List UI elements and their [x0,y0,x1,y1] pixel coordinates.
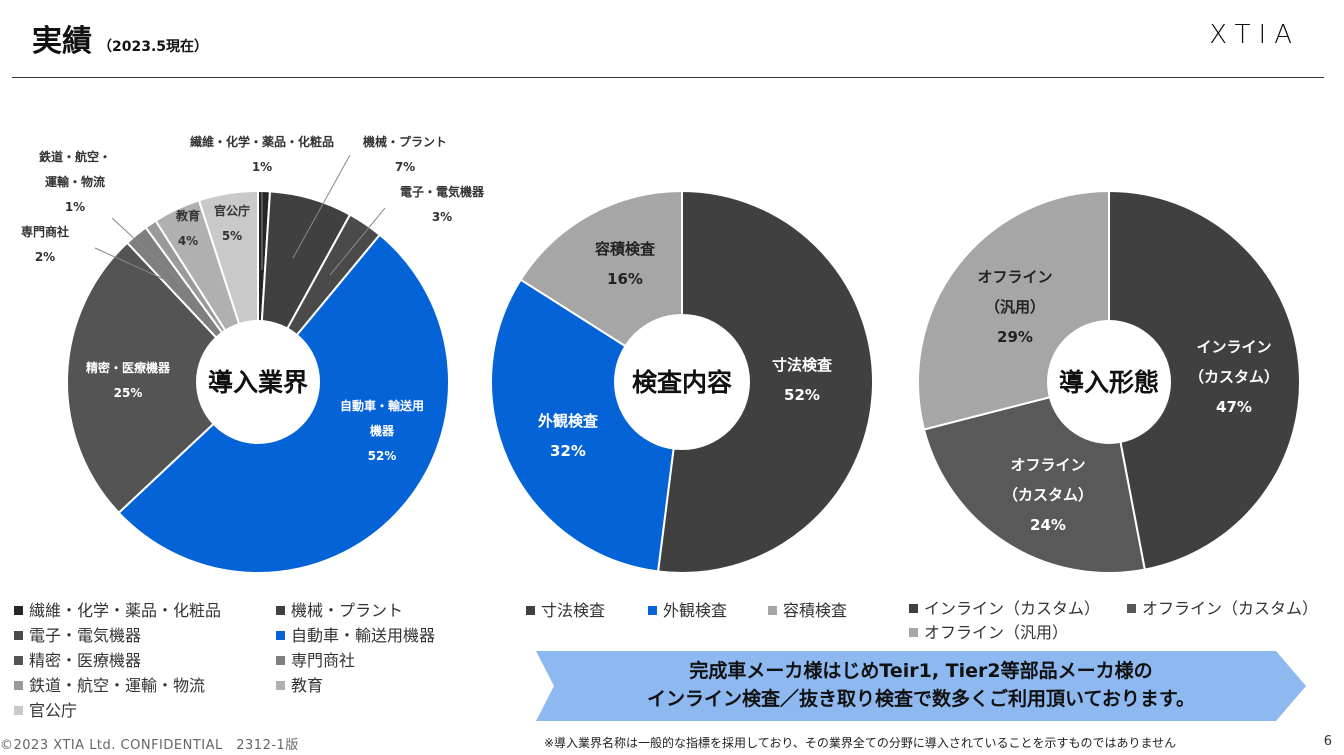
banner-line-1: 完成車メーカ様はじめTeir1, Tier2等部品メーカ様の [689,660,1153,682]
page-number: 6 [1323,734,1332,749]
slice-label-1-7: 鉄道・航空・運輸・物流 1% [39,149,111,214]
summary-banner: 完成車メーカ様はじめTeir1, Tier2等部品メーカ様の インライン検査／抜… [536,651,1306,721]
legend-label: インライン（カスタム） [924,599,1101,618]
pie-slice-2-1 [656,189,874,574]
legend-item-1-3: 電子・電気機器 [14,622,141,646]
legend-label: オフライン（カスタム） [1142,599,1319,618]
legend-label: 繊維・化学・薬品・化粧品 [29,601,222,620]
legend-item-3-3: オフライン（汎用） [909,619,1068,643]
legend-swatch [276,656,285,665]
legend-item-1-4: 自動車・輸送用機器 [276,622,435,646]
pie-slice-1-5 [66,241,260,515]
legend-swatch [14,631,23,640]
legend-swatch [909,628,918,637]
slice-label-3-2: オフライン（カスタム） 24% [1003,456,1093,534]
legend-item-1-7: 鉄道・航空・運輸・物流 [14,672,205,696]
pie-chart-1: 導入業界 繊維・化学・薬品・化粧品 1% 機械・プラント 7% 電子・電気機器 3% 自動車・… [21,134,485,574]
page-title: 実績 （2023.5現在） [32,16,208,60]
banner-line-2: インライン検査／抜き取り検査で数多くご利用頂いております。 [647,688,1195,710]
slice-label-1-5: 精密・医療機器 25% [86,360,171,400]
slice-label-1-8: 教育 4% [175,208,200,248]
slice-label-2-2: 外観検査 32% [537,412,599,460]
legend-swatch [276,681,285,690]
slice-label-1-9: 官公庁 5% [214,203,250,243]
legend-item-3-1: インライン（カスタム） [909,595,1100,619]
legend-item-1-6: 専門商社 [276,647,355,671]
legend-swatch [14,681,23,690]
legend-swatch [526,606,535,615]
xtia-logo: XTIA [1209,20,1300,50]
donut-hole-1 [196,320,320,444]
legend-item-2-1: 寸法検査 [526,597,605,621]
slice-label-1-6: 専門商社 2% [21,224,69,264]
leader-line-1-6 [94,247,171,283]
legend-item-1-8: 教育 [276,672,323,696]
leader-line-1-7 [111,217,191,291]
legend-label: 官公庁 [29,701,78,720]
legend-label: 専門商社 [291,651,356,670]
chart-title-2: 検査内容 [632,368,732,397]
pie-chart-3: 導入形態 インライン（カスタム） 47% オフライン（カスタム） 24% オフライン（汎用… [917,189,1301,574]
legend-label: 精密・医療機器 [29,651,142,670]
legend-label: 外観検査 [663,601,728,620]
donut-hole-2 [614,314,750,450]
legend-label: 自動車・輸送用機器 [291,626,436,645]
chart-title-3: 導入形態 [1059,368,1159,397]
legend-label: 鉄道・航空・運輸・物流 [29,676,206,695]
legend-swatch [14,706,23,715]
slice-label-1-1: 繊維・化学・薬品・化粧品 1% [190,134,334,174]
header-divider [12,77,1324,78]
page-subtitle: （2023.5現在） [98,39,209,55]
pie-chart-2: 検査内容 寸法検査 52% 外観検査 32% 容積検査 16% [490,189,874,574]
donut-hole-3 [1047,320,1171,444]
legend-swatch [14,656,23,665]
slice-label-2-3: 容積検査 16% [594,240,656,288]
chart-title-1: 導入業界 [208,368,308,397]
slice-label-1-3: 電子・電気機器 3% [400,184,485,224]
legend-swatch [1127,604,1136,613]
slice-label-3-1: インライン（カスタム） 47% [1189,338,1279,416]
charts-canvas: 導入業界 繊維・化学・薬品・化粧品 1% 機械・プラント 7% 電子・電気機器 3% 自動車・… [21,134,1301,574]
footer-note: ※導入業界名称は一般的な指標を採用しており、その業界全ての分野に導入されているこ… [544,736,1177,750]
legend-label: 電子・電気機器 [29,626,142,645]
legend-swatch [276,606,285,615]
footer-copyright: ©2023 XTIA Ltd. CONFIDENTIAL 2312-1版 [0,738,299,753]
legend-item-1-5: 精密・医療機器 [14,647,141,671]
legend-item-3-2: オフライン（カスタム） [1127,595,1318,619]
slice-label-2-1: 寸法検査 52% [772,356,833,404]
legend-item-2-2: 外観検査 [648,597,727,621]
leader-line-1-3 [329,207,386,276]
legend-label: 教育 [291,676,324,695]
legend-label: 容積検査 [783,601,848,620]
slice-label-1-4: 自動車・輸送用機器 52% [340,398,424,463]
legend-label: 寸法検査 [541,601,606,620]
banner-arrow-shape [536,651,1306,721]
legend-item-1-9: 官公庁 [14,697,77,721]
leader-line-1-2 [292,154,351,259]
legend-label: オフライン（汎用） [924,623,1069,642]
legend-swatch [276,631,285,640]
legend-swatch [909,604,918,613]
legend-label: 機械・プラント [291,601,404,620]
page-title-text: 実績 [32,24,92,59]
slice-label-3-3: オフライン（汎用） 29% [977,268,1052,346]
legend-item-1-2: 機械・プラント [276,597,403,621]
legend-item-1-1: 繊維・化学・薬品・化粧品 [14,597,221,621]
banner-text: 完成車メーカ様はじめTeir1, Tier2等部品メーカ様の インライン検査／抜… [536,657,1306,713]
pie-slice-3-1 [1108,189,1301,571]
slice-label-1-2: 機械・プラント 7% [363,134,447,174]
legend-swatch [14,606,23,615]
legend-swatch [768,606,777,615]
legend-swatch [648,606,657,615]
legend-item-2-3: 容積検査 [768,597,847,621]
